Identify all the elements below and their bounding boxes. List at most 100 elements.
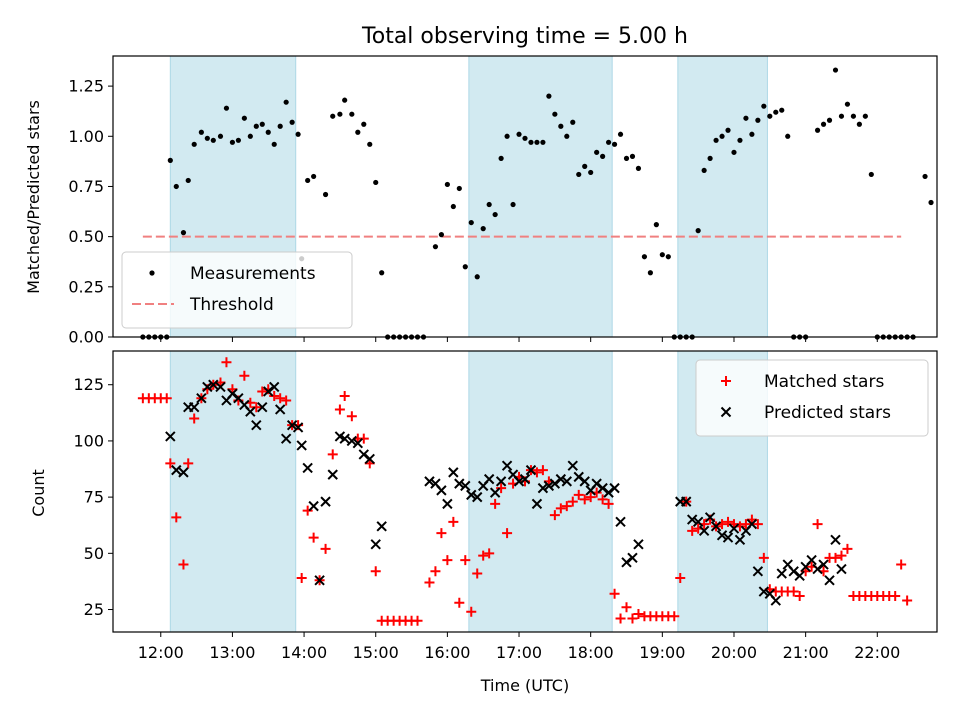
data-point xyxy=(180,230,187,236)
data-point xyxy=(490,498,501,509)
data-point xyxy=(227,388,238,399)
data-point xyxy=(229,139,236,145)
data-point xyxy=(779,107,785,113)
data-point xyxy=(812,519,823,530)
data-point xyxy=(785,133,791,139)
data-point xyxy=(510,201,516,208)
data-point xyxy=(621,557,632,568)
data-point xyxy=(627,552,638,564)
data-point xyxy=(295,131,301,137)
data-point xyxy=(221,357,232,368)
data-point xyxy=(376,521,387,532)
data-point xyxy=(339,390,350,401)
data-point xyxy=(633,539,644,550)
data-point xyxy=(686,514,698,525)
data-point xyxy=(659,252,665,258)
y-tick-label: 0.50 xyxy=(68,227,104,246)
data-point xyxy=(196,393,207,404)
data-point xyxy=(838,113,845,119)
data-point xyxy=(283,99,289,105)
data-point xyxy=(723,516,734,527)
data-point xyxy=(448,467,459,478)
data-point xyxy=(570,119,576,125)
data-point xyxy=(257,401,268,413)
data-point xyxy=(474,274,480,280)
data-point xyxy=(239,370,250,381)
data-point xyxy=(370,566,381,577)
legend: Measurements Threshold xyxy=(121,251,353,329)
data-point xyxy=(188,401,200,413)
data-point xyxy=(337,111,343,117)
y-tick-label: 25 xyxy=(84,600,104,619)
data-point xyxy=(178,467,189,478)
data-point xyxy=(704,512,716,523)
data-point xyxy=(755,117,761,123)
legend-marker xyxy=(721,376,731,386)
data-point xyxy=(737,137,743,143)
data-point xyxy=(430,566,441,577)
data-point xyxy=(311,173,317,180)
data-point xyxy=(862,113,868,119)
data-point xyxy=(537,482,549,494)
data-point xyxy=(752,566,764,577)
x-tick-label: 21:00 xyxy=(783,643,829,662)
data-point xyxy=(320,496,331,507)
data-point xyxy=(794,570,805,582)
data-point xyxy=(241,115,247,121)
data-point xyxy=(561,501,572,512)
data-point xyxy=(183,458,194,469)
data-point xyxy=(576,171,582,178)
y-axis-label-bottom: Count xyxy=(29,469,48,517)
data-point xyxy=(165,458,176,469)
data-point xyxy=(555,503,566,514)
data-point xyxy=(247,133,253,139)
data-point xyxy=(716,530,728,541)
data-point xyxy=(519,473,531,485)
data-point xyxy=(327,449,338,460)
data-point xyxy=(543,480,555,492)
data-point xyxy=(710,521,722,532)
data-point xyxy=(513,476,525,487)
data-point xyxy=(615,613,626,624)
data-point xyxy=(251,419,262,431)
data-point xyxy=(480,226,486,232)
x-tick-label: 22:00 xyxy=(854,643,900,662)
data-point xyxy=(263,386,274,397)
data-point xyxy=(478,550,489,561)
y-tick-label: 50 xyxy=(84,544,104,563)
y-tick-label: 1.00 xyxy=(68,127,104,146)
data-point xyxy=(552,111,558,117)
data-point xyxy=(597,494,608,505)
axes-frame xyxy=(112,55,938,338)
data-point xyxy=(468,219,474,226)
data-point xyxy=(178,559,189,570)
legend-label: Matched stars xyxy=(764,372,884,392)
data-point xyxy=(460,555,471,566)
data-point xyxy=(692,516,704,528)
data-point xyxy=(346,411,357,422)
data-point xyxy=(215,381,226,393)
data-point xyxy=(265,129,271,135)
data-point xyxy=(830,534,841,546)
data-point xyxy=(235,137,241,143)
data-point xyxy=(308,500,319,512)
data-point xyxy=(167,157,173,163)
data-point xyxy=(314,575,325,586)
data-point xyxy=(274,404,286,415)
data-point xyxy=(534,139,540,145)
data-point xyxy=(585,492,596,503)
data-point xyxy=(334,404,345,415)
data-point xyxy=(633,609,644,620)
data-point xyxy=(466,606,477,617)
x-tick-label: 14:00 xyxy=(281,643,327,662)
y-tick-label: 75 xyxy=(84,488,104,507)
legend-marker xyxy=(149,270,155,276)
count-panel: 25 50 75 100 125 12:00 13:00 14:00 15:00 16:00 17:… xyxy=(73,350,938,662)
data-point xyxy=(749,131,755,137)
data-point xyxy=(208,379,219,390)
legend-box xyxy=(121,251,353,329)
legend-label: Measurements xyxy=(190,264,316,284)
data-point xyxy=(826,117,833,123)
y-axis-label-top: Matched/Predicted stars xyxy=(24,100,43,294)
